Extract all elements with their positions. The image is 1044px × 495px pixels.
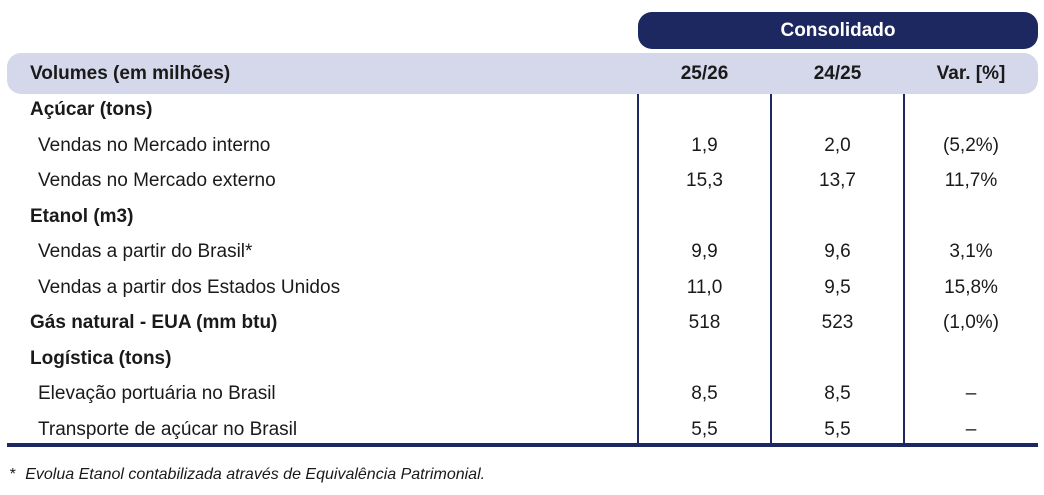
- cell-24-25: 523: [821, 312, 854, 333]
- cell-variation: –: [965, 418, 977, 440]
- cell-25-26: 9,9: [691, 241, 718, 262]
- column-header-band: Volumes (em milhões) 25/26 24/25 Var. [%…: [7, 53, 1038, 94]
- consolidado-group-header: Consolidado: [638, 12, 1038, 49]
- table-row: Elevação portuária no Brasil 8,5 8,5 –: [0, 376, 1044, 412]
- cell-25-26: 8,5: [691, 383, 718, 404]
- cell-24-25: 5,5: [824, 418, 851, 440]
- cell-24-25: 13,7: [819, 170, 856, 191]
- row-label: Vendas no Mercado externo: [38, 170, 276, 191]
- column-header-25-26: 25/26: [680, 63, 729, 84]
- column-header-variation: Var. [%]: [936, 63, 1006, 84]
- table-row: Vendas a partir do Brasil* 9,9 9,6 3,1%: [0, 234, 1044, 270]
- table-row: Vendas no Mercado interno 1,9 2,0 (5,2%): [0, 128, 1044, 164]
- row-label: Transporte de açúcar no Brasil: [38, 418, 298, 440]
- cell-25-26: 5,5: [691, 418, 718, 440]
- row-label-header: Volumes (em milhões): [30, 63, 231, 84]
- footnote-mark: *: [9, 466, 16, 483]
- column-divider: [637, 94, 639, 444]
- row-label: Vendas a partir do Brasil*: [38, 241, 253, 262]
- cell-24-25: 9,6: [824, 241, 851, 262]
- column-divider: [770, 94, 772, 444]
- table-row: Vendas a partir dos Estados Unidos 11,0 …: [0, 270, 1044, 306]
- cell-variation: 15,8%: [944, 276, 998, 298]
- row-label: Elevação portuária no Brasil: [38, 383, 276, 404]
- cell-variation: (1,0%): [943, 312, 999, 333]
- cell-25-26: 11,0: [686, 276, 723, 298]
- table-row-section: Gás natural - EUA (mm btu) 518 523 (1,0%…: [0, 305, 1044, 341]
- cell-25-26: 1,9: [691, 134, 718, 156]
- cell-24-25: 8,5: [824, 383, 851, 404]
- cell-variation: 3,1%: [949, 241, 993, 262]
- consolidado-label: Consolidado: [780, 19, 896, 41]
- table-row-section: Logística (tons): [0, 341, 1044, 377]
- row-label: Vendas no Mercado interno: [38, 134, 271, 156]
- table-bottom-rule: [7, 443, 1038, 447]
- cell-25-26: 518: [688, 312, 721, 333]
- table-row-section: Açúcar (tons): [0, 92, 1044, 128]
- row-label: Gás natural - EUA (mm btu): [30, 312, 278, 333]
- table-row-section: Etanol (m3): [0, 199, 1044, 235]
- cell-24-25: 9,5: [824, 276, 851, 298]
- row-label: Etanol (m3): [30, 205, 134, 227]
- row-label: Açúcar (tons): [30, 99, 153, 120]
- table-row: Vendas no Mercado externo 15,3 13,7 11,7…: [0, 163, 1044, 199]
- footnote-text: Evolua Etanol contabilizada através de E…: [25, 466, 486, 483]
- cell-variation: 11,7%: [944, 170, 998, 191]
- table-body: Açúcar (tons) Vendas no Mercado interno …: [0, 92, 1044, 447]
- cell-variation: –: [965, 383, 977, 404]
- table-row: Transporte de açúcar no Brasil 5,5 5,5 –: [0, 412, 1044, 448]
- column-header-24-25: 24/25: [813, 63, 862, 84]
- cell-variation: (5,2%): [943, 134, 999, 156]
- footnote: * Evolua Etanol contabilizada através de …: [9, 466, 485, 484]
- row-label: Logística (tons): [30, 347, 172, 369]
- column-divider: [903, 94, 905, 444]
- row-label: Vendas a partir dos Estados Unidos: [38, 276, 341, 298]
- cell-24-25: 2,0: [824, 134, 851, 156]
- cell-25-26: 15,3: [686, 170, 723, 191]
